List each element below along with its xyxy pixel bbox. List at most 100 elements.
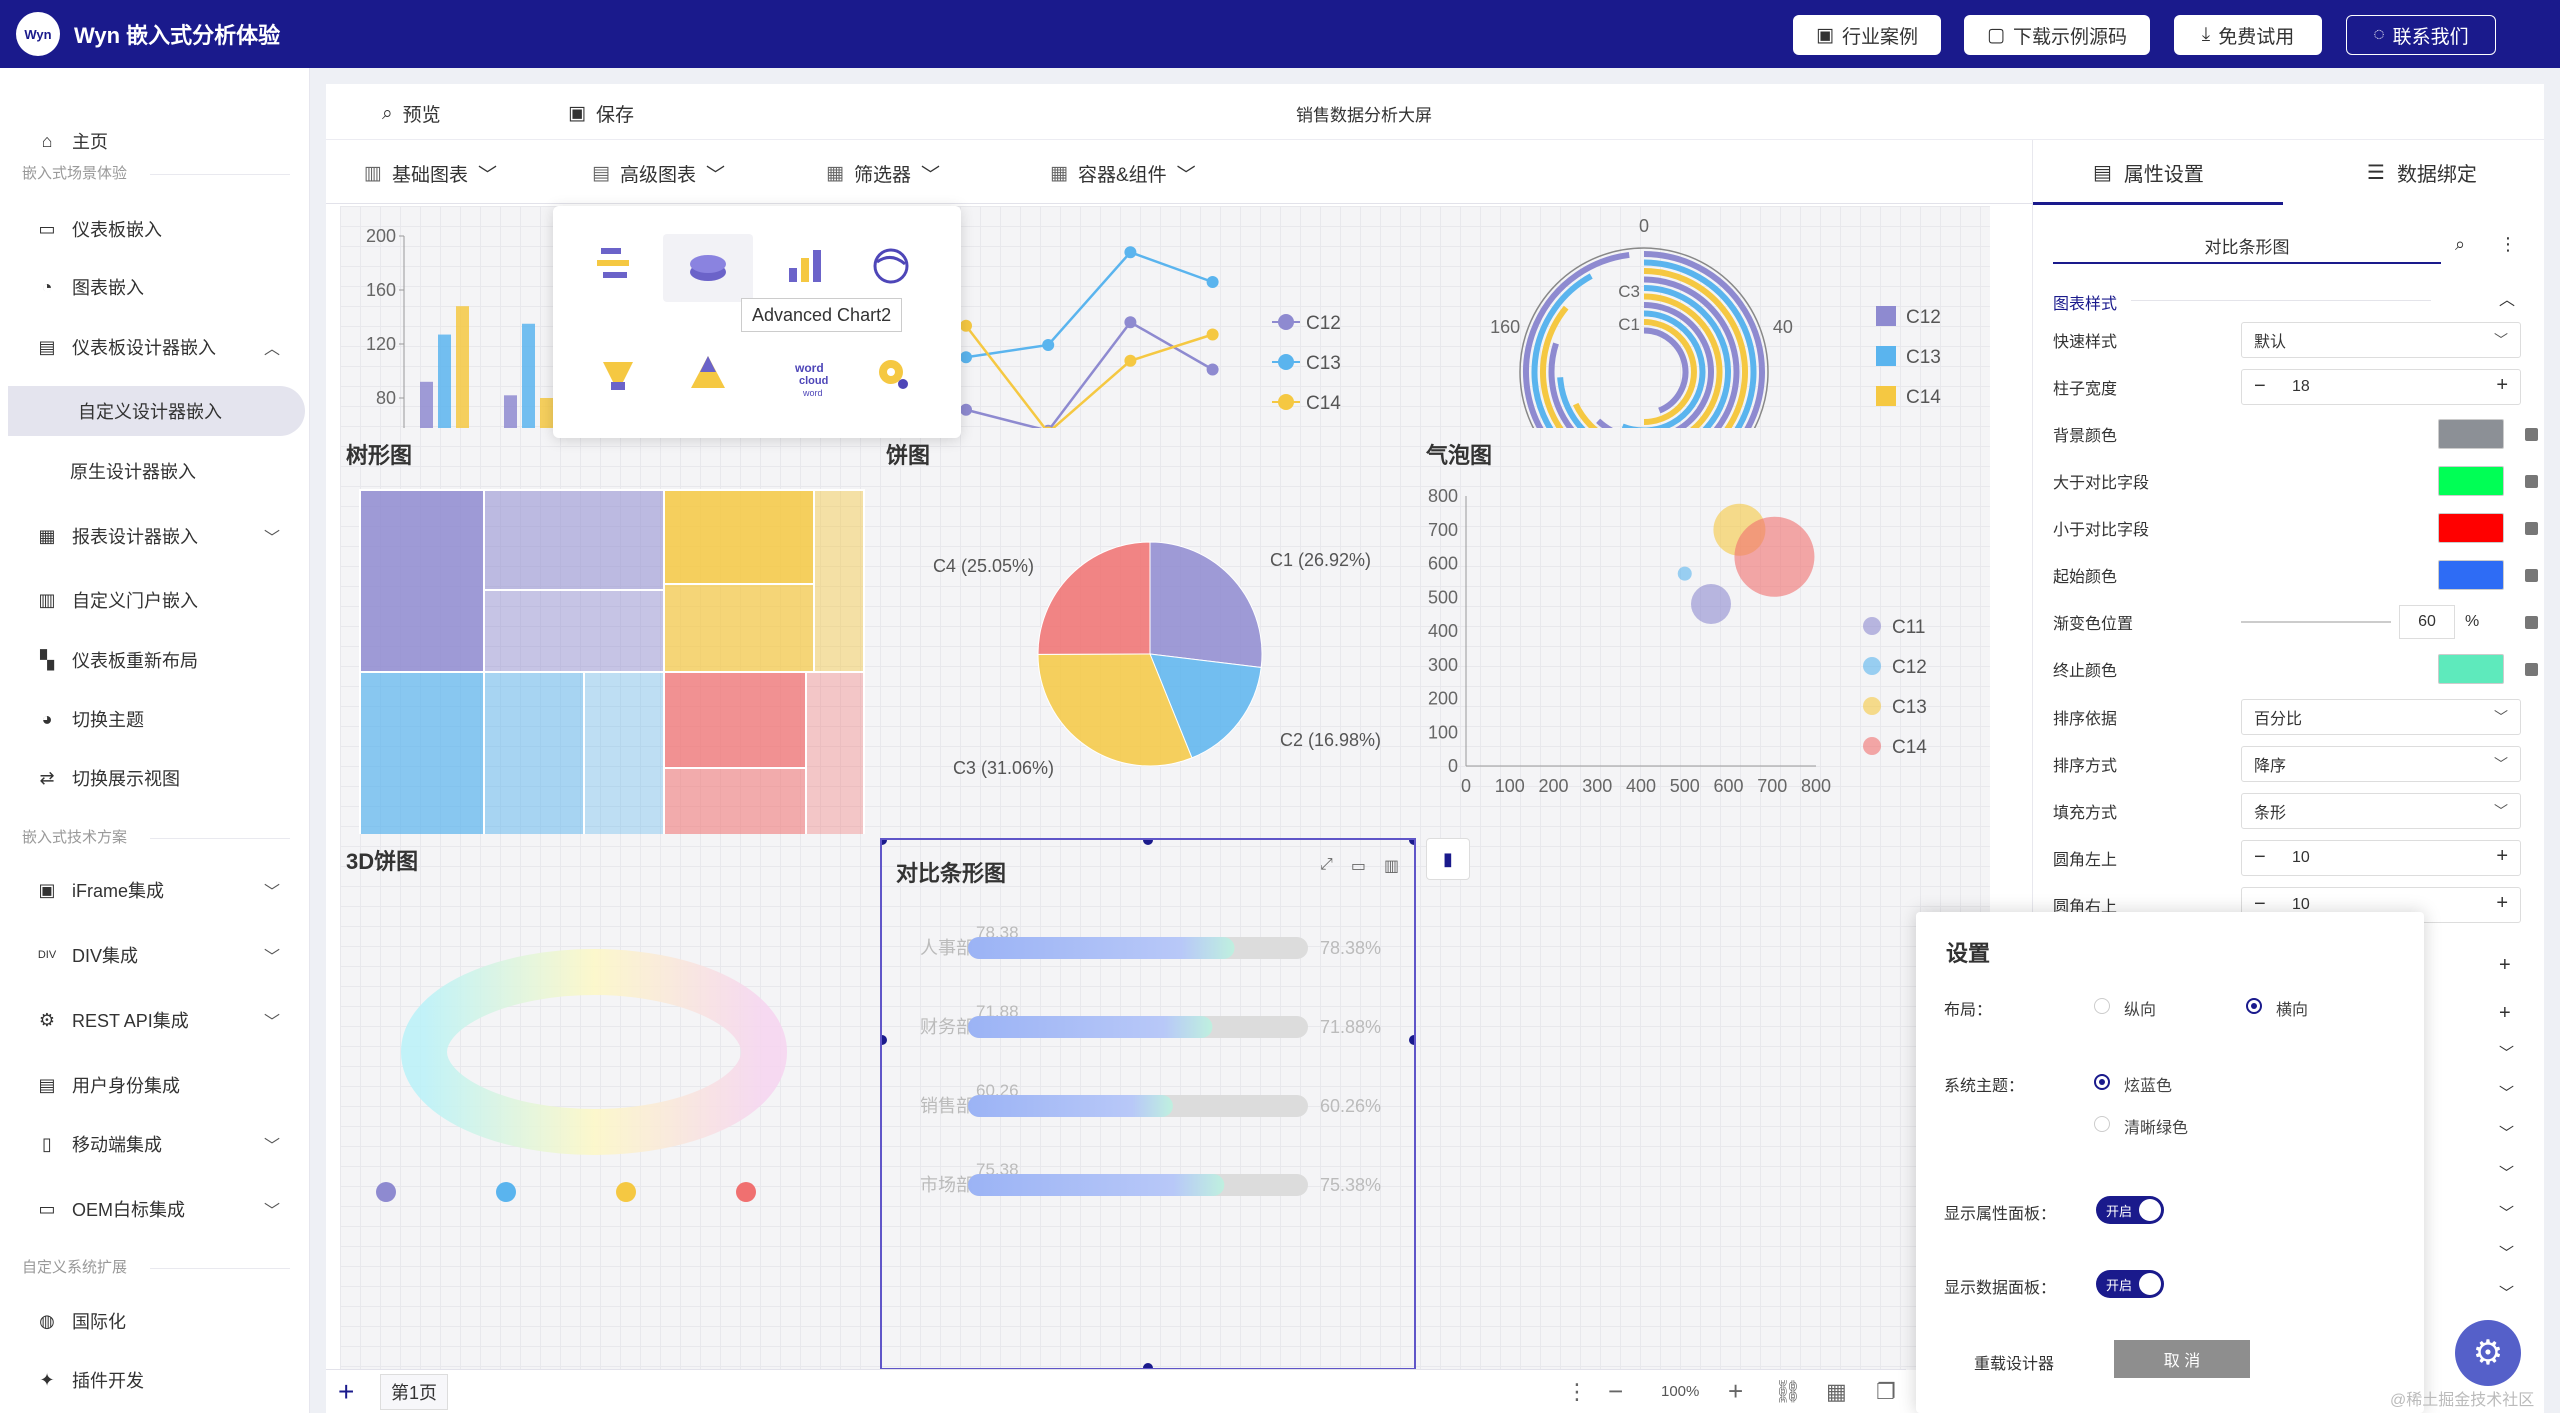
end-color-swatch[interactable] <box>2438 654 2504 684</box>
map-marker-icon[interactable] <box>879 360 908 389</box>
tab-data-binding[interactable]: ☰ 数据绑定 <box>2367 161 2477 186</box>
plus-icon[interactable]: + <box>2496 374 2508 396</box>
chevron-down-icon[interactable]: ﹀ <box>2499 1165 2515 1182</box>
gradient-position-input[interactable]: 60 <box>2399 605 2455 639</box>
color-menu-icon[interactable] <box>2525 521 2538 535</box>
widget-radial-chart[interactable]: 04080120160C3C1C12C13C14 <box>1420 206 1980 500</box>
color-menu-icon[interactable] <box>2525 474 2538 488</box>
sidebar-item-relayout[interactable]: ▚ 仪表板重新布局 <box>0 635 300 685</box>
more-icon[interactable]: ⋮ <box>1566 1378 1588 1404</box>
sidebar-item-chart-embed[interactable]: ◔ 图表嵌入 <box>0 262 300 312</box>
widget-3d-pie[interactable]: 3D饼图 <box>340 836 876 1370</box>
sidebar-item-oem[interactable]: ▭ OEM白标集成 ﹀ <box>0 1184 300 1234</box>
layout-vertical-radio[interactable] <box>2094 998 2110 1014</box>
chart-type-icon[interactable]: ▮ <box>1426 838 1470 880</box>
color-menu-icon[interactable] <box>2525 615 2538 629</box>
delete-icon[interactable]: ▥ <box>1383 858 1400 875</box>
pie3d-chart-icon[interactable] <box>690 255 726 281</box>
preview-button[interactable]: ⌕ 预览 <box>382 102 441 127</box>
plus-icon[interactable]: + <box>2496 892 2508 914</box>
fullscreen-icon[interactable]: ⤢ <box>1320 856 1333 873</box>
gantt-chart-icon[interactable] <box>597 248 629 278</box>
filters-menu[interactable]: ▦ 筛选器 ﹀ <box>826 160 940 187</box>
advanced-charts-menu[interactable]: ▤ 高级图表 ﹀ <box>592 160 725 187</box>
sidebar-item-custom-designer[interactable]: 自定义设计器嵌入 <box>8 386 305 436</box>
quick-style-select[interactable]: 默认 ﹀ <box>2241 322 2521 358</box>
chevron-down-icon[interactable]: ﹀ <box>2499 1285 2515 1302</box>
show-props-toggle[interactable]: 开启 <box>2096 1196 2164 1224</box>
color-menu-icon[interactable] <box>2525 662 2538 676</box>
sidebar-item-theme[interactable]: ◕ 切换主题 <box>0 694 300 744</box>
add-page-icon[interactable]: + <box>338 1375 355 1407</box>
bg-color-swatch[interactable] <box>2438 419 2504 449</box>
globe-chart-icon[interactable] <box>873 248 909 284</box>
sidebar-item-dashboard-designer[interactable]: ▤ 仪表板设计器嵌入 ︿ <box>0 322 300 372</box>
chevron-down-icon[interactable]: ﹀ <box>2499 1045 2515 1062</box>
settings-gear-icon[interactable]: ⚙ <box>2455 1320 2521 1386</box>
radius-top-left-stepper[interactable]: − 10 + <box>2241 840 2521 876</box>
reset-designer-button[interactable]: 重载设计器 <box>1974 1356 2055 1373</box>
sidebar-item-report-designer[interactable]: ▦ 报表设计器嵌入 ﹀ <box>0 511 300 561</box>
sidebar-item-home[interactable]: ⌂ 主页 <box>0 116 300 166</box>
contact-us-button[interactable]: ◌ 联系我们 <box>2346 15 2496 55</box>
color-menu-icon[interactable] <box>2525 568 2538 582</box>
minus-icon[interactable]: − <box>2254 893 2266 915</box>
chart-name-field[interactable]: 对比条形图 <box>2053 228 2441 264</box>
widget-bubble[interactable]: 气泡图 0 100 200 300 400 500 600 700 800 0 100 200 300 4… <box>1420 430 1980 834</box>
show-data-toggle[interactable]: 开启 <box>2096 1270 2164 1298</box>
chevron-down-icon[interactable]: ﹀ <box>2499 1125 2515 1142</box>
chevron-up-icon[interactable]: ︿ <box>2499 292 2516 309</box>
more-vert-icon[interactable]: ⋮ <box>2499 234 2517 254</box>
sidebar-item-rest-api[interactable]: ⚙ REST API集成 ﹀ <box>0 995 300 1045</box>
funnel-chart-icon[interactable] <box>603 362 633 390</box>
widget-pie[interactable]: 饼图 C1 (26.92%) C2 (16.98%) C3 (31.06%) C4 (… <box>880 430 1416 834</box>
cancel-button[interactable]: 取 消 <box>2114 1340 2250 1378</box>
sort-by-select[interactable]: 百分比 ﹀ <box>2241 699 2521 735</box>
sidebar-item-view-switch[interactable]: ⇄ 切换展示视图 <box>0 753 300 803</box>
basic-charts-menu[interactable]: ▥ 基础图表 ﹀ <box>364 160 497 187</box>
page-tab[interactable]: 第1页 <box>380 1373 449 1410</box>
containers-menu[interactable]: ▦ 容器&组件 ﹀ <box>1050 160 1196 187</box>
free-trial-button[interactable]: ⤓ 免费试用 <box>2174 15 2322 55</box>
plus-icon[interactable]: + <box>2499 954 2511 976</box>
sidebar-item-portal[interactable]: ▥ 自定义门户嵌入 <box>0 575 300 625</box>
minus-icon[interactable]: − <box>2254 375 2266 397</box>
grid-toggle-icon[interactable]: ▦ <box>1826 1378 1847 1404</box>
sidebar-item-user-identity[interactable]: ▤ 用户身份集成 <box>0 1060 300 1110</box>
layout-horizontal-radio[interactable] <box>2246 998 2262 1014</box>
tab-properties[interactable]: ▤ 属性设置 <box>2093 161 2204 186</box>
sort-order-select[interactable]: 降序 ﹀ <box>2241 746 2521 782</box>
fill-mode-select[interactable]: 条形 ﹀ <box>2241 793 2521 829</box>
sidebar-item-dashboard-embed[interactable]: ▭ 仪表板嵌入 <box>0 204 300 254</box>
sidebar-item-i18n[interactable]: ◍ 国际化 <box>0 1296 300 1346</box>
zoom-out-icon[interactable]: − <box>1608 1376 1624 1406</box>
industry-cases-button[interactable]: ▣ 行业案例 <box>1793 15 1941 55</box>
less-color-swatch[interactable] <box>2438 513 2504 543</box>
sidebar-item-plugin[interactable]: ✦ 插件开发 <box>0 1355 300 1405</box>
dashboard-canvas[interactable]: 04080120160200C1C2C3C4 40C1C2C3C4C12C13C… <box>340 206 1990 1370</box>
bar-width-stepper[interactable]: − 18 + <box>2241 369 2521 405</box>
plus-icon[interactable]: + <box>2496 845 2508 867</box>
sidebar-item-div[interactable]: DIV DIV集成 ﹀ <box>0 930 300 980</box>
sidebar-item-native-designer[interactable]: 原生设计器嵌入 <box>70 462 196 482</box>
gradient-slider[interactable] <box>2241 621 2391 623</box>
chevron-down-icon[interactable]: ﹀ <box>2499 1085 2515 1102</box>
bar3d-chart-icon[interactable] <box>789 250 821 282</box>
layers-icon[interactable]: ❐ <box>1876 1378 1896 1404</box>
color-menu-icon[interactable] <box>2525 427 2538 441</box>
minus-icon[interactable]: − <box>2254 846 2266 868</box>
comment-icon[interactable]: ▭ <box>1350 858 1366 875</box>
pyramid-chart-icon[interactable] <box>691 356 725 388</box>
widget-comparison-bar[interactable]: 对比条形图 ⤢ ▭ ▥ 人事部 78.38 78.38% 财务部 71.88 71.88%… <box>880 838 1416 1370</box>
chevron-down-icon[interactable]: ﹀ <box>2499 1205 2515 1222</box>
zoom-in-icon[interactable]: + <box>1728 1376 1744 1406</box>
link-icon[interactable]: ⛓ <box>1774 1378 1802 1404</box>
plus-icon[interactable]: + <box>2499 1002 2511 1024</box>
start-color-swatch[interactable] <box>2438 560 2504 590</box>
search-icon[interactable]: ⌕ <box>2455 234 2466 254</box>
theme-blue-radio[interactable] <box>2094 1074 2110 1090</box>
widget-treemap[interactable]: 树形图 <box>340 430 876 834</box>
save-button[interactable]: ▣ 保存 <box>568 103 634 126</box>
download-source-button[interactable]: ▢ 下载示例源码 <box>1964 15 2150 55</box>
